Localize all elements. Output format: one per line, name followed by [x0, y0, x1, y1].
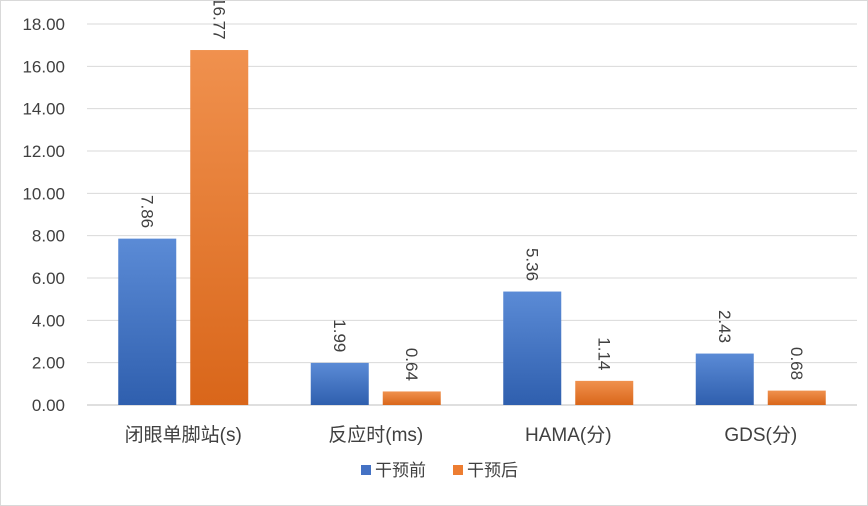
bar-before: [118, 238, 177, 405]
y-tick-label: 10.00: [22, 184, 65, 203]
legend-label: 干预前: [375, 461, 426, 480]
data-label: 0.64: [402, 348, 421, 381]
legend-label: 干预后: [467, 461, 518, 480]
bars: [118, 50, 826, 405]
bar-after: [575, 380, 634, 405]
y-tick-label: 12.00: [22, 142, 65, 161]
data-label: 1.99: [330, 319, 349, 352]
y-tick-label: 14.00: [22, 100, 65, 119]
y-tick-label: 2.00: [32, 354, 65, 373]
legend-swatch: [453, 465, 463, 475]
bar-after: [767, 390, 826, 405]
data-label: 16.77: [209, 1, 228, 40]
bar-before: [310, 362, 369, 405]
y-tick-label: 0.00: [32, 396, 65, 415]
category-label: 闭眼单脚站(s): [125, 424, 242, 446]
bar-before: [695, 353, 754, 405]
data-labels: 7.86 16.77 1.99 0.64 5.36 1.14 2.43 0.68: [137, 1, 806, 381]
category-label: 反应时(ms): [328, 424, 423, 446]
data-label: 7.86: [137, 195, 156, 228]
y-tick-label: 6.00: [32, 269, 65, 288]
category-label: GDS(分): [724, 424, 797, 446]
bar-after: [190, 50, 249, 405]
bar-before: [503, 291, 562, 405]
legend: 干预前 干预后: [361, 461, 518, 480]
y-tick-label: 18.00: [22, 15, 65, 34]
legend-swatch: [361, 465, 371, 475]
data-label: 5.36: [522, 248, 541, 281]
bar-after: [382, 391, 441, 405]
category-label: HAMA(分): [525, 424, 612, 446]
y-tick-label: 16.00: [22, 57, 65, 76]
y-axis-tick-labels: 0.00 2.00 4.00 6.00 8.00 10.00 12.00 14.00 16.00…: [22, 15, 65, 415]
x-axis-category-labels: 闭眼单脚站(s) 反应时(ms) HAMA(分) GDS(分): [125, 424, 797, 446]
y-tick-label: 8.00: [32, 227, 65, 246]
data-label: 0.68: [787, 347, 806, 380]
data-label: 2.43: [715, 310, 734, 343]
y-tick-label: 4.00: [32, 311, 65, 330]
data-label: 1.14: [594, 337, 613, 370]
